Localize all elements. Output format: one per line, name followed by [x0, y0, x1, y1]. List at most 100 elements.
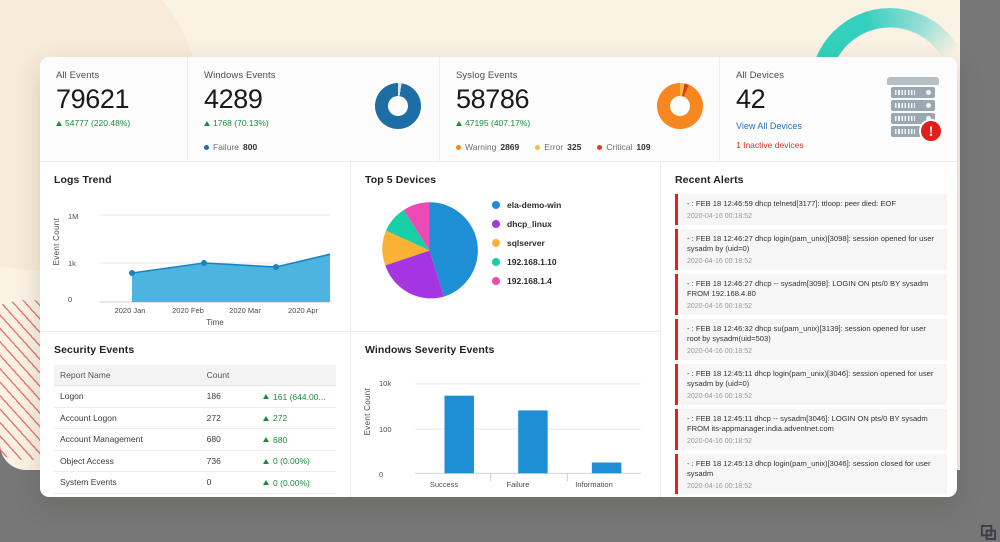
cell-count: 186	[200, 385, 258, 408]
kpi-legend: Failure 800	[204, 142, 423, 152]
dashboard-card: All Events 79621 54777 (220.48%) Windows…	[40, 57, 957, 497]
table-row[interactable]: Object Access 736 0 (0.00%)	[54, 450, 336, 472]
kpi-value: 42	[736, 84, 766, 114]
alert-badge-icon: !	[919, 119, 943, 143]
legend-item[interactable]: ela-demo-win	[492, 200, 561, 210]
table-row[interactable]: System Events 0 0 (0.00%)	[54, 471, 336, 494]
x-tick-information: Information	[575, 480, 613, 489]
kpi-all-events[interactable]: All Events 79621 54777 (220.48%)	[40, 57, 187, 161]
cell-report-name: Account Management	[54, 428, 201, 451]
panel-recent-alerts: Recent Alerts - : FEB 18 12:46:59 dhcp t…	[661, 162, 957, 497]
inactive-devices-warning: 1 Inactive devices	[736, 140, 804, 150]
bar-plot	[415, 383, 641, 482]
kpi-title: All Events	[56, 70, 100, 81]
list-item[interactable]: - : FEB 18 12:46:27 dhcp login(pam_unix)…	[675, 228, 947, 270]
legend-dot-icon	[492, 220, 500, 228]
cell-delta: 272	[257, 407, 336, 429]
panel-logs-trend: Logs Trend Event Count 1M 1k 0	[40, 162, 350, 332]
cell-count: 272	[200, 407, 258, 429]
cell-report-name: Account Logon	[54, 407, 201, 429]
x-tick-0: 2020 Jan	[114, 306, 146, 315]
panel-title: Recent Alerts	[675, 174, 744, 186]
kpi-all-devices[interactable]: All Devices 42 View All Devices 1 Inacti…	[719, 57, 957, 161]
legend-item[interactable]: 192.168.1.4	[492, 276, 561, 286]
x-tick-1: 2020 Feb	[172, 306, 204, 315]
legend-dot-icon	[492, 201, 500, 209]
list-item[interactable]: - : FEB 18 12:46:27 dhcp -- sysadm[3098]…	[675, 273, 947, 315]
alert-timestamp: 2020-04-16 00:18:52	[687, 482, 752, 490]
cell-delta: 680	[257, 428, 336, 451]
legend-item-warning: Warning 2869	[456, 142, 519, 152]
kpi-delta: 1768 (70.13%)	[204, 118, 423, 128]
cell-delta: 161 (644.00...	[257, 385, 336, 408]
panel-top-5-devices: Top 5 Devices ela-demo-win	[351, 162, 660, 332]
legend-value: 325	[567, 142, 582, 152]
legend-label: Error	[544, 142, 564, 152]
legend-value: 109	[636, 142, 651, 152]
column-delta	[257, 365, 336, 386]
table-row[interactable]: Logon 186 161 (644.00...	[54, 385, 336, 408]
kpi-value: 79621	[56, 84, 130, 114]
x-axis-label: Time	[206, 318, 224, 327]
y-tick-10k: 10k	[379, 379, 392, 388]
legend-label: ela-demo-win	[507, 200, 562, 210]
view-all-devices-link[interactable]: View All Devices	[736, 121, 802, 131]
legend-item-error: Error 325	[535, 142, 581, 152]
y-tick-1m: 1M	[68, 212, 79, 221]
legend-dot-icon	[204, 144, 209, 150]
legend-label: Warning	[465, 142, 497, 152]
list-item[interactable]: - : FEB 18 12:45:11 dhcp -- sysadm[3046]…	[675, 408, 947, 450]
cell-report-name: Object Access	[54, 450, 201, 472]
y-tick-1k: 1k	[68, 259, 76, 268]
table-row[interactable]: Account Management 680 680	[54, 428, 336, 451]
kpi-delta-text: 1768 (70.13%)	[213, 118, 269, 128]
logs-trend-plot	[100, 214, 330, 303]
cell-report-name: Logon	[54, 385, 201, 408]
panel-title: Top 5 Devices	[365, 174, 437, 186]
kpi-value: 4289	[204, 84, 263, 114]
list-item[interactable]: - : FEB 18 12:45:11 dhcp login(pam_unix)…	[675, 363, 947, 405]
y-tick-0: 0	[68, 295, 73, 304]
legend-item[interactable]: 192.168.1.10	[492, 257, 561, 267]
kpi-windows-events[interactable]: Windows Events 4289 1768 (70.13%) Failur…	[187, 57, 439, 161]
y-axis-label: Event Count	[52, 218, 61, 266]
panel-title: Logs Trend	[54, 174, 112, 186]
cell-delta: 0 (0.00%)	[257, 471, 336, 494]
column-count: Count	[200, 365, 258, 386]
kpi-syslog-events[interactable]: Syslog Events 58786 47195 (407.17%) Warn…	[439, 57, 719, 161]
legend-dot-icon	[456, 144, 461, 150]
legend-value: 800	[242, 142, 258, 152]
resize-handle-icon[interactable]	[981, 525, 996, 540]
alert-message: - : FEB 18 12:46:59 dhcp telnetd[3177]: …	[687, 199, 896, 208]
legend-item[interactable]: sqlserver	[492, 238, 561, 248]
panel-title: Security Events	[54, 344, 135, 356]
legend-label: 192.168.1.10	[507, 257, 557, 267]
alert-timestamp: 2020-04-16 00:18:52	[687, 347, 752, 355]
security-events-table: Report Name Count Logon 186 161 (644.00.…	[54, 365, 336, 494]
list-item[interactable]: - : FEB 18 12:45:13 dhcp login(pam_unix)…	[675, 453, 947, 494]
kpi-title: Syslog Events	[456, 70, 518, 81]
kpi-title: All Devices	[736, 70, 785, 81]
legend-label: Critical	[606, 142, 633, 152]
logs-trend-chart: Event Count 1M 1k 0	[52, 196, 336, 327]
alert-timestamp: 2020-04-16 00:18:52	[687, 302, 752, 310]
syslog-events-donut-chart	[657, 83, 703, 129]
x-tick-failure: Failure	[506, 480, 530, 489]
legend-item[interactable]: dhcp_linux	[492, 219, 561, 229]
cell-delta: 0 (0.00%)	[257, 450, 336, 472]
alert-message: - : FEB 18 12:46:32 dhcp su(pam_unix)[31…	[687, 323, 926, 344]
list-item[interactable]: - : FEB 18 12:46:32 dhcp su(pam_unix)[31…	[675, 318, 947, 360]
alert-message: - : FEB 18 12:45:11 dhcp -- sysadm[3046]…	[687, 413, 928, 434]
alert-timestamp: 2020-04-16 00:18:52	[687, 257, 752, 265]
list-item[interactable]: - : FEB 18 12:46:59 dhcp telnetd[3177]: …	[675, 194, 947, 225]
cell-report-name: System Events	[54, 471, 201, 494]
alert-message: - : FEB 18 12:46:27 dhcp login(pam_unix)…	[687, 233, 934, 254]
y-tick-0: 0	[379, 470, 384, 479]
legend-item-failure: Failure 800	[204, 142, 257, 152]
alerts-list[interactable]: - : FEB 18 12:46:59 dhcp telnetd[3177]: …	[675, 194, 947, 494]
y-axis-label: Event Count	[363, 388, 372, 436]
table-row[interactable]: Account Logon 272 272	[54, 407, 336, 429]
alert-timestamp: 2020-04-16 00:18:52	[687, 392, 752, 400]
legend-label: sqlserver	[507, 238, 545, 248]
cell-count: 680	[200, 428, 258, 451]
